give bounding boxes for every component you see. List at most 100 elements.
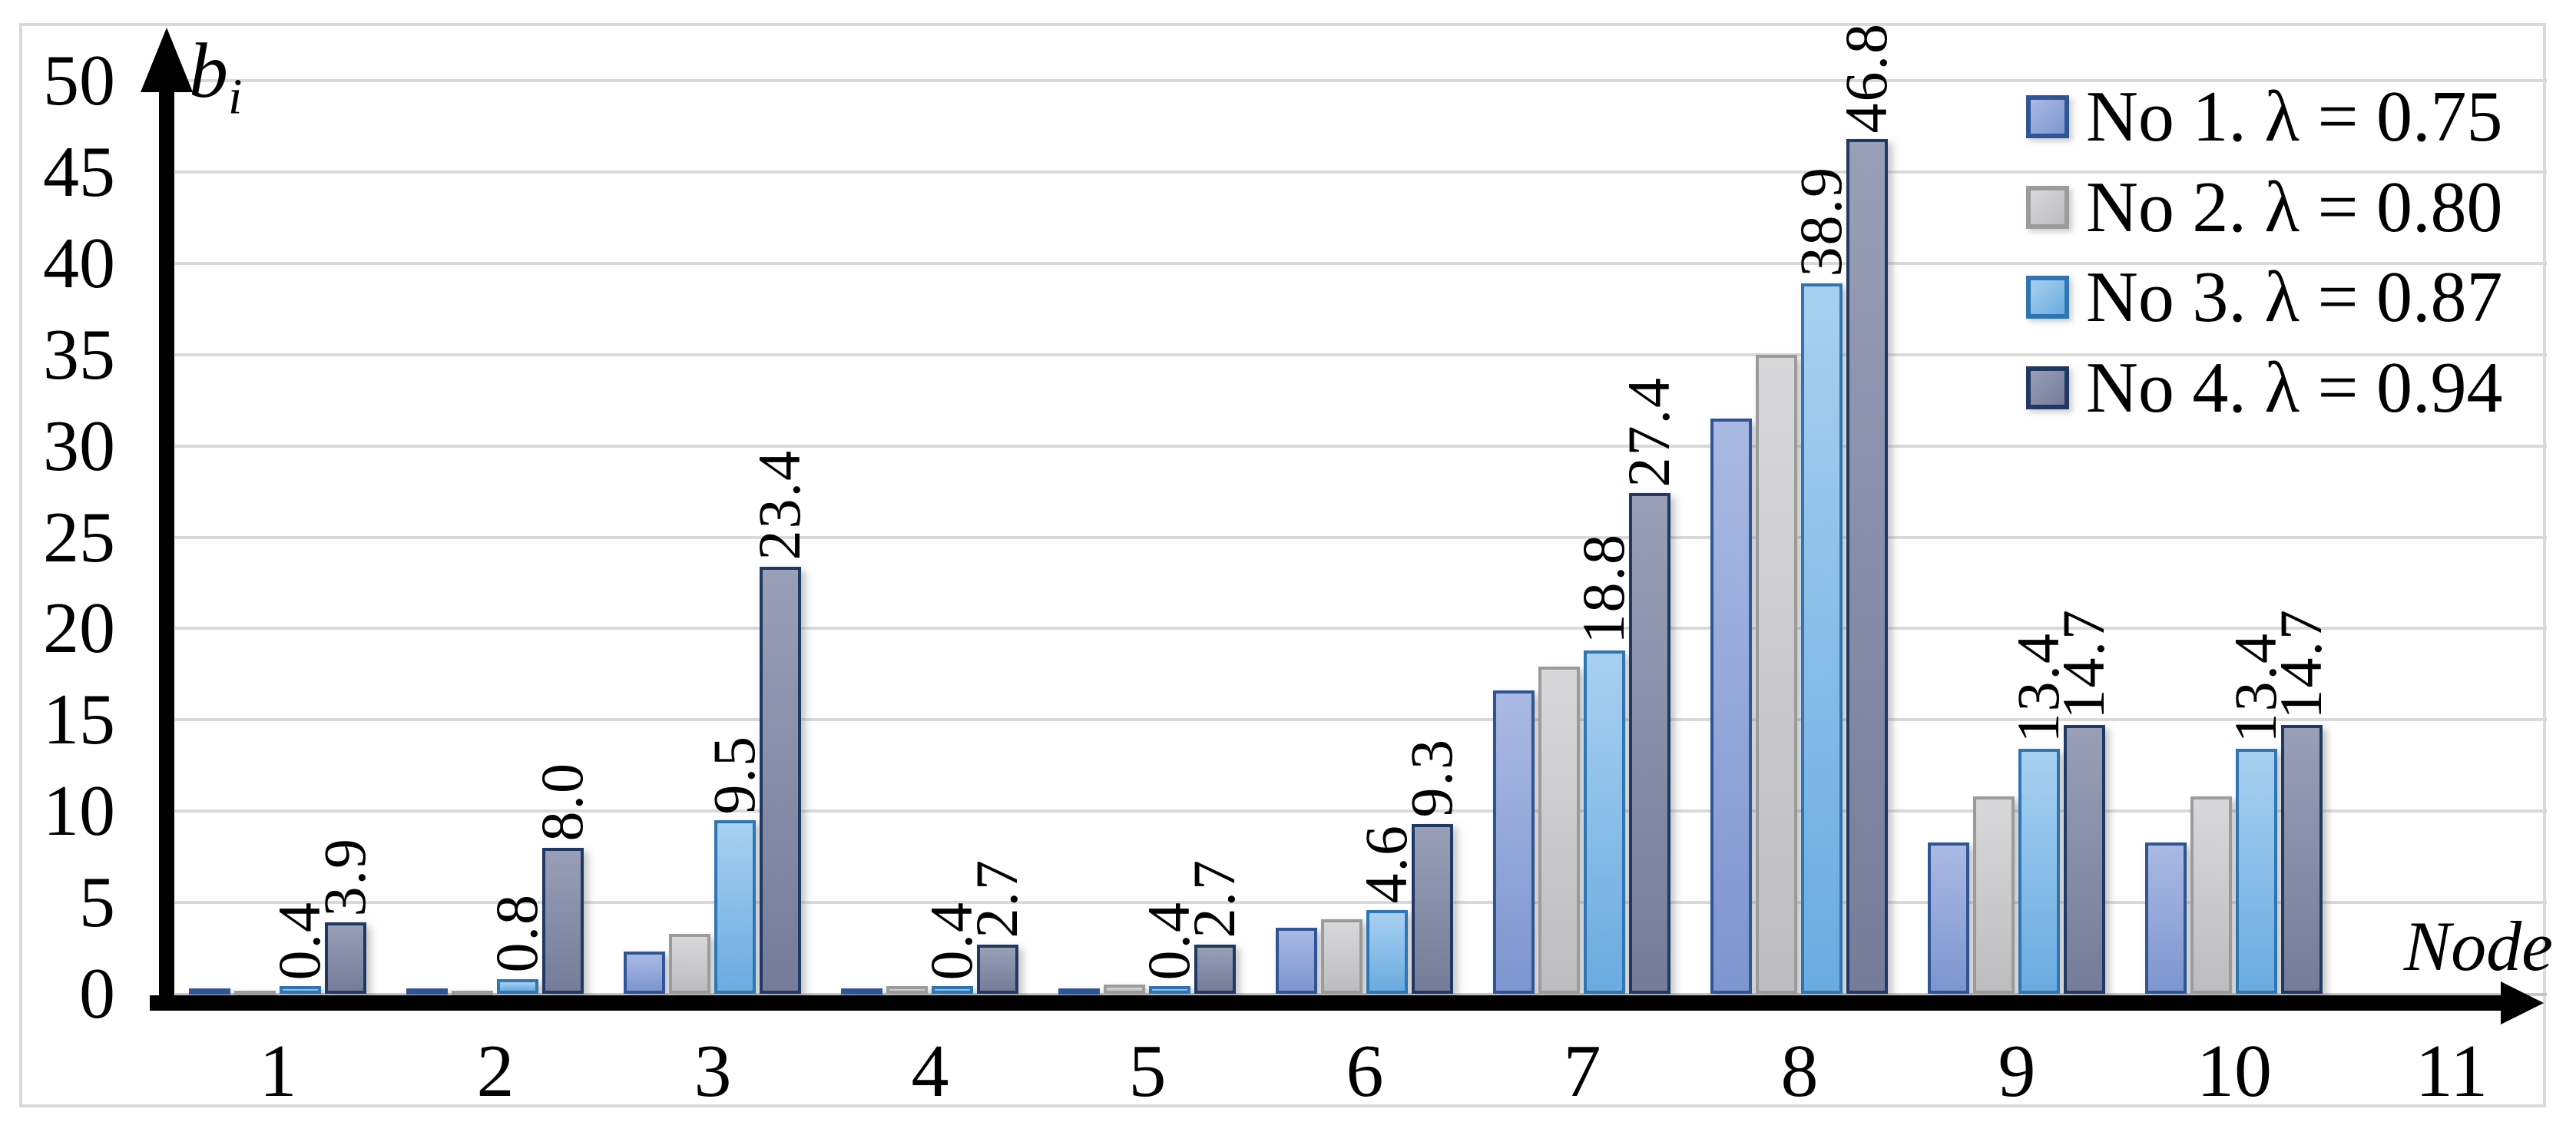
bar-value-label: 2.7	[1180, 859, 1247, 938]
x-tick-label: 9	[1998, 1030, 2036, 1113]
legend-marker-icon	[2026, 185, 2069, 229]
y-tick-label: 15	[43, 680, 115, 760]
bar-value-label: 38.9	[1787, 166, 1854, 277]
x-axis-title: Node	[2403, 907, 2553, 985]
bar	[886, 986, 928, 994]
bar-value-label: 14.7	[2267, 607, 2334, 720]
bar-value-label: 2.7	[963, 859, 1030, 938]
y-tick-label: 40	[43, 223, 115, 303]
bar	[1846, 139, 1888, 994]
bar	[1710, 418, 1752, 994]
legend-label: No 3. λ = 0.87	[2086, 257, 2503, 337]
y-tick-label: 10	[43, 771, 115, 852]
x-tick-label: 5	[1128, 1030, 1167, 1113]
bar	[2145, 842, 2187, 994]
y-tick-label: 25	[43, 497, 115, 578]
bar	[1493, 690, 1535, 994]
legend-label: No 1. λ = 0.75	[2086, 77, 2503, 157]
legend-marker-icon	[2026, 95, 2069, 138]
bar	[1194, 944, 1236, 994]
bar	[1366, 909, 1408, 994]
bar	[406, 988, 448, 995]
gridline	[175, 79, 2547, 82]
bar-value-label: 27.4	[1615, 376, 1682, 488]
bar	[280, 986, 321, 994]
bar-value-label: 0.8	[483, 893, 550, 973]
bar	[2281, 725, 2323, 994]
y-tick-label: 20	[43, 588, 115, 669]
y-tick-label: 45	[43, 131, 115, 212]
bar-value-label: 4.6	[1353, 824, 1419, 904]
legend-row: No 4. λ = 0.94	[2026, 343, 2502, 432]
bar	[2190, 796, 2232, 994]
bar	[1321, 919, 1362, 994]
y-tick-label: 30	[43, 405, 115, 486]
gridline	[175, 170, 2547, 174]
bar	[1584, 650, 1625, 994]
y-tick-label: 5	[79, 862, 115, 943]
bar	[189, 988, 230, 995]
bar	[1276, 928, 1317, 994]
bar	[1629, 493, 1670, 994]
bar	[1973, 796, 2015, 994]
x-tick-label: 7	[1563, 1030, 1601, 1113]
bar	[1928, 842, 1969, 994]
bar-value-label: 46.8	[1833, 22, 1899, 134]
bar-value-label: 18.8	[1570, 533, 1637, 644]
y-tick-label: 35	[43, 314, 115, 395]
x-axis-arrowhead-icon	[2501, 981, 2544, 1024]
gridline	[175, 901, 2547, 905]
x-tick-label: 2	[476, 1030, 515, 1113]
bar	[2064, 725, 2105, 994]
bar	[624, 952, 665, 994]
bar	[1058, 988, 1100, 995]
x-tick-label: 1	[259, 1030, 297, 1113]
bar	[1412, 823, 1453, 994]
bar	[714, 820, 756, 994]
bar	[497, 978, 538, 994]
bar	[2018, 749, 2060, 994]
legend-marker-icon	[2026, 276, 2069, 319]
gridline	[175, 353, 2547, 356]
x-axis-line	[150, 995, 2504, 1011]
bar-value-label: 3.9	[311, 836, 378, 917]
x-axis-baseline	[175, 993, 2547, 996]
legend-row: No 1. λ = 0.75	[2026, 72, 2502, 161]
bar	[325, 922, 366, 994]
legend-marker-icon	[2026, 366, 2069, 409]
legend-label: No 4. λ = 0.94	[2086, 347, 2503, 428]
bar	[1756, 354, 1797, 994]
x-tick-label: 11	[2415, 1030, 2488, 1113]
gridline	[175, 444, 2547, 448]
bar	[2236, 749, 2277, 994]
bar	[542, 847, 584, 994]
y-tick-label: 50	[43, 41, 115, 121]
bar-value-label: 8.0	[528, 762, 595, 842]
bar	[977, 944, 1018, 994]
legend-row: No 2. λ = 0.80	[2026, 163, 2502, 252]
bar	[1801, 283, 1843, 994]
bar-value-label: 23.4	[746, 449, 813, 561]
bar	[932, 986, 973, 994]
bar	[760, 566, 801, 994]
legend-label: No 2. λ = 0.80	[2086, 167, 2503, 247]
gridline	[175, 809, 2547, 813]
bar-value-label: 9.5	[700, 734, 767, 815]
x-tick-label: 10	[2197, 1030, 2272, 1113]
bar	[1104, 985, 1145, 994]
gridline	[175, 535, 2547, 539]
x-tick-label: 4	[911, 1030, 949, 1113]
chart-border-frame	[19, 23, 2546, 1107]
gridline	[175, 627, 2547, 631]
x-tick-label: 3	[694, 1030, 732, 1113]
bar-value-label: 9.3	[1398, 738, 1465, 818]
bar-value-label: 14.7	[2050, 607, 2117, 720]
x-tick-label: 8	[1780, 1030, 1819, 1113]
y-axis-arrowhead-icon	[141, 28, 193, 92]
bar	[1538, 667, 1580, 994]
gridline	[175, 261, 2547, 265]
y-tick-label: 0	[79, 954, 115, 1034]
gridline	[175, 718, 2547, 722]
legend-row: No 3. λ = 0.87	[2026, 253, 2502, 342]
